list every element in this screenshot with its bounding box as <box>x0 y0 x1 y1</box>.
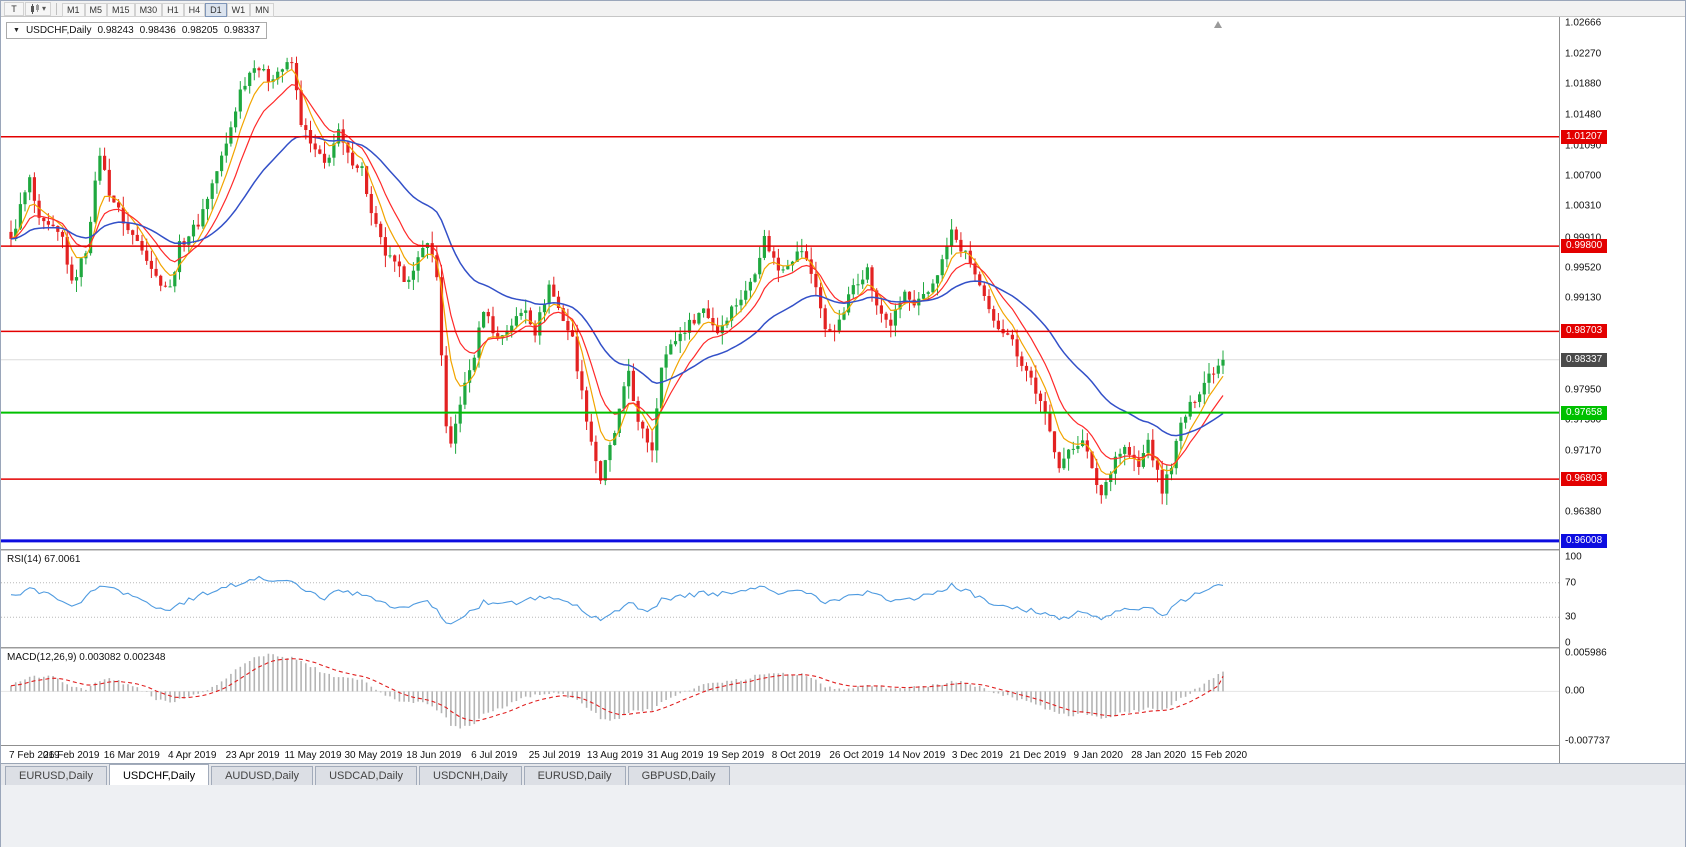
rsi-axis-label: 70 <box>1565 577 1577 589</box>
chart-tab-eurusd[interactable]: EURUSD,Daily <box>5 766 107 785</box>
timeframe-button-group: M1 M5 M15 M30 H1 H4 D1 W1 MN <box>62 0 275 18</box>
pane-splitter[interactable] <box>1 549 1685 551</box>
macd-axis-label: -0.007737 <box>1565 735 1611 747</box>
price-scale[interactable]: 1.02666 1.02270 1.01880 1.01480 1.01090 1.007… <box>1559 17 1685 763</box>
timeframe-m5-button[interactable]: M5 <box>84 2 108 17</box>
date-axis-label: 9 Jan 2020 <box>1073 750 1123 761</box>
price-axis-label: 1.02666 <box>1565 17 1602 29</box>
price-axis-label: 0.97170 <box>1565 445 1602 457</box>
price-axis-label: 0.97560 <box>1565 414 1602 426</box>
price-axis-label: 0.99520 <box>1565 262 1602 274</box>
chart-tab-gbpusd[interactable]: GBPUSD,Daily <box>627 766 730 785</box>
timeframe-m1-button[interactable]: M1 <box>62 2 85 17</box>
timeframe-h4-button[interactable]: H4 <box>183 2 206 17</box>
date-axis-label: 8 Oct 2019 <box>771 750 821 761</box>
date-axis-label: 11 May 2019 <box>284 750 342 761</box>
timeframe-mn-button[interactable]: MN <box>250 2 275 17</box>
price-axis-label: 0.99910 <box>1565 232 1602 243</box>
chart-tab-audusd[interactable]: AUDUSD,Daily <box>211 766 314 785</box>
price-axis-label: 1.02270 <box>1565 48 1602 60</box>
chevron-down-icon: ▾ <box>42 3 47 13</box>
macd-axis-label: 0.00 <box>1565 685 1585 697</box>
price-axis-label: 1.01480 <box>1565 109 1602 121</box>
price-level-badge: 0.97658 <box>1561 405 1608 420</box>
timeframe-m30-button[interactable]: M30 <box>134 2 163 17</box>
price-level-badge: 1.01207 <box>1561 129 1608 144</box>
chart-ohlc-header: ▼ USDCHF,Daily 0.98243 0.98436 0.98205 0… <box>6 22 268 39</box>
chart-tab-usdcnh[interactable]: USDCNH,Daily <box>419 766 522 785</box>
chart-area[interactable]: ▼ USDCHF,Daily 0.98243 0.98436 0.98205 0… <box>1 17 1685 763</box>
top-toolbar: T ▾ M1 M5 M15 M30 H1 H4 D1 W1 MN <box>1 1 1685 17</box>
toolbar-separator <box>56 2 58 15</box>
macd-axis-label: 0.005986 <box>1565 647 1607 659</box>
low-value: 0.98205 <box>181 25 218 36</box>
price-level-badge: 0.96008 <box>1561 533 1608 548</box>
price-axis-label: 0.96380 <box>1565 506 1602 518</box>
chart-tab-usdcad[interactable]: USDCAD,Daily <box>315 766 418 785</box>
date-axis-label: 7 Feb 2019 <box>9 750 60 761</box>
date-axis-label: 18 Jun 2019 <box>406 750 462 761</box>
date-axis-label: 26 Oct 2019 <box>829 750 884 761</box>
status-area <box>1 785 1685 847</box>
chart-tab-bar: EURUSD,Daily USDCHF,Daily AUDUSD,Daily USDC… <box>1 763 1685 785</box>
chart-options-button[interactable]: ▾ <box>25 1 52 16</box>
price-axis-label: 1.01090 <box>1565 140 1602 152</box>
date-axis-label: 4 Apr 2019 <box>168 750 217 761</box>
date-axis-label: 25 Jul 2019 <box>528 750 581 761</box>
macd-label: MACD(12,26,9) 0.003082 0.002348 <box>7 652 166 663</box>
date-axis-label: 13 Aug 2019 <box>586 750 644 761</box>
current-price-badge: 0.98337 <box>1561 352 1608 367</box>
chart-tab-usdchf[interactable]: USDCHF,Daily <box>108 764 210 785</box>
symbol-timeframe-label: USDCHF,Daily <box>25 25 92 36</box>
open-value: 0.98243 <box>97 25 134 36</box>
date-axis-label: 30 May 2019 <box>344 750 403 761</box>
triangle-down-icon[interactable]: ▼ <box>13 27 20 34</box>
date-axis[interactable]: 7 Feb 2019 26 Feb 2019 16 Mar 2019 4 Apr 20… <box>1 745 1685 763</box>
timeframe-m15-button[interactable]: M15 <box>107 2 135 17</box>
close-value: 0.98337 <box>223 25 261 36</box>
timeframe-d1-button[interactable]: D1 <box>205 2 227 17</box>
price-level-badge: 0.98703 <box>1561 324 1608 339</box>
timeframe-w1-button[interactable]: W1 <box>226 2 251 17</box>
price-axis-label: 1.01880 <box>1565 78 1602 90</box>
candlestick-icon <box>31 3 39 14</box>
date-axis-label: 16 Mar 2019 <box>103 750 160 761</box>
pane-splitter[interactable] <box>1 647 1685 649</box>
price-level-badge: 0.99800 <box>1561 239 1608 254</box>
rsi-axis-label: 0 <box>1565 637 1571 649</box>
date-axis-label: 14 Nov 2019 <box>888 750 946 761</box>
date-axis-label: 26 Feb 2019 <box>43 750 100 761</box>
date-axis-label: 21 Dec 2019 <box>1009 750 1067 761</box>
date-axis-label: 31 Aug 2019 <box>647 750 704 761</box>
templates-button[interactable]: T <box>4 1 24 16</box>
rsi-axis-label: 100 <box>1565 551 1582 563</box>
chart-tab-eurusd[interactable]: EURUSD,Daily <box>523 766 626 785</box>
scroll-to-end-marker <box>1214 21 1222 28</box>
date-axis-label: 23 Apr 2019 <box>225 750 280 761</box>
date-axis-label: 15 Feb 2020 <box>1190 750 1248 761</box>
date-axis-label: 6 Jul 2019 <box>471 750 518 761</box>
date-axis-label: 28 Jan 2020 <box>1131 750 1187 761</box>
rsi-axis-label: 30 <box>1565 611 1577 623</box>
rsi-indicator-chart[interactable] <box>1 551 1559 647</box>
high-value: 0.98436 <box>139 25 176 36</box>
price-level-badge: 0.96803 <box>1561 472 1608 487</box>
templates-button-label: T <box>11 3 17 14</box>
macd-indicator-chart[interactable] <box>1 649 1559 745</box>
price-axis-label: 1.00700 <box>1565 170 1602 182</box>
price-chart[interactable] <box>1 17 1559 549</box>
timeframe-h1-button[interactable]: H1 <box>162 2 184 17</box>
price-axis-label: 0.99130 <box>1565 292 1602 304</box>
price-axis-label: 0.97950 <box>1565 384 1602 396</box>
date-axis-label: 3 Dec 2019 <box>951 750 1003 761</box>
date-axis-label: 19 Sep 2019 <box>707 750 765 761</box>
rsi-label: RSI(14) 67.0061 <box>7 554 81 565</box>
price-axis-label: 1.00310 <box>1565 200 1602 212</box>
